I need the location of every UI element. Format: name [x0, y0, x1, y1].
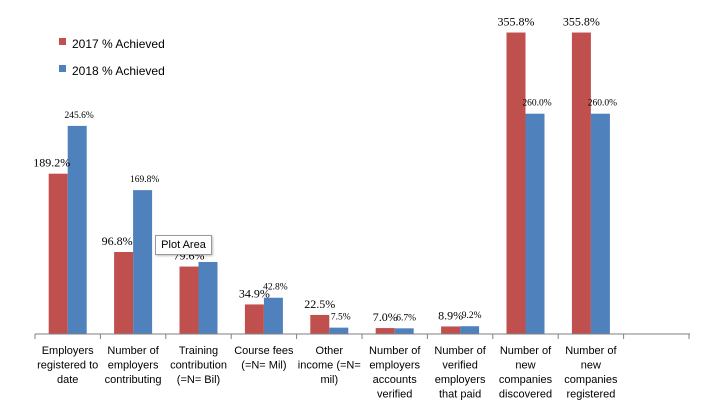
- data-label-2018: 260.0%: [522, 99, 551, 109]
- bar-2017: [441, 326, 461, 334]
- category-label: Number of employers accounts verified: [369, 345, 421, 401]
- bar-2018: [394, 328, 414, 334]
- bar-2017: [571, 32, 591, 334]
- data-label-2017: 22.5%: [304, 297, 335, 311]
- data-label-2017: 189.2%: [33, 156, 70, 170]
- legend-swatch-2017: [59, 38, 66, 45]
- data-label-2017: 96.8%: [102, 234, 133, 248]
- bar-2017: [310, 314, 330, 334]
- category-label: Number of verified employers that paid: [434, 345, 486, 401]
- data-label-2017: 355.8%: [563, 15, 600, 29]
- category-label: Other income (=N= mil): [298, 345, 361, 386]
- legend-label-2018: 2018 % Achieved: [72, 64, 165, 78]
- category-label: Number of employers contributing: [105, 345, 162, 386]
- bars-group: [48, 32, 610, 335]
- x-ticks-group: [34, 334, 690, 339]
- category-label: Course fees (=N= Mil): [234, 345, 294, 372]
- data-label-2018: 7.5%: [331, 313, 351, 323]
- data-label-2017: 8.9%: [438, 308, 463, 322]
- bar-2018: [263, 297, 283, 334]
- category-label: Number of new companies discovered: [499, 345, 553, 401]
- legend: 2017 % Achieved 2018 % Achieved: [59, 37, 165, 78]
- bar-2018: [67, 125, 87, 334]
- data-label-2017: 7.0%: [373, 310, 398, 324]
- bar-2018: [525, 113, 545, 335]
- data-label-2018: 9.2%: [462, 311, 482, 321]
- value-labels-group: 189.2%245.6%96.8%169.8%79.6%34.9%42.8%22…: [33, 15, 617, 325]
- data-label-2018: 260.0%: [588, 99, 617, 109]
- bar-2017: [48, 173, 68, 334]
- data-label-2018: 169.8%: [130, 175, 159, 185]
- bar-2017: [179, 266, 199, 334]
- category-label: Training contribution (=N= Bil): [170, 345, 227, 386]
- bar-2018: [133, 190, 153, 334]
- bar-2018: [198, 261, 218, 334]
- plot-area-tooltip: Plot Area: [155, 235, 212, 255]
- bar-2018: [460, 326, 480, 334]
- category-label: Number of new companies registered: [564, 345, 618, 401]
- data-label-2018: 245.6%: [65, 111, 94, 121]
- data-label-2018: 42.8%: [263, 283, 288, 293]
- bar-2017: [244, 304, 264, 334]
- legend-swatch-2018: [59, 65, 66, 72]
- category-label: Employers registered to date: [37, 345, 98, 386]
- data-label-2017: 355.8%: [498, 15, 535, 29]
- bar-2018: [329, 327, 349, 334]
- data-label-2017: 34.9%: [239, 286, 270, 300]
- bar-2018: [590, 113, 610, 335]
- data-label-2018: 6.7%: [396, 313, 416, 323]
- bar-2017: [375, 328, 395, 334]
- bar-2017: [114, 251, 134, 334]
- bar-2017: [506, 32, 526, 334]
- legend-label-2017: 2017 % Achieved: [72, 37, 165, 51]
